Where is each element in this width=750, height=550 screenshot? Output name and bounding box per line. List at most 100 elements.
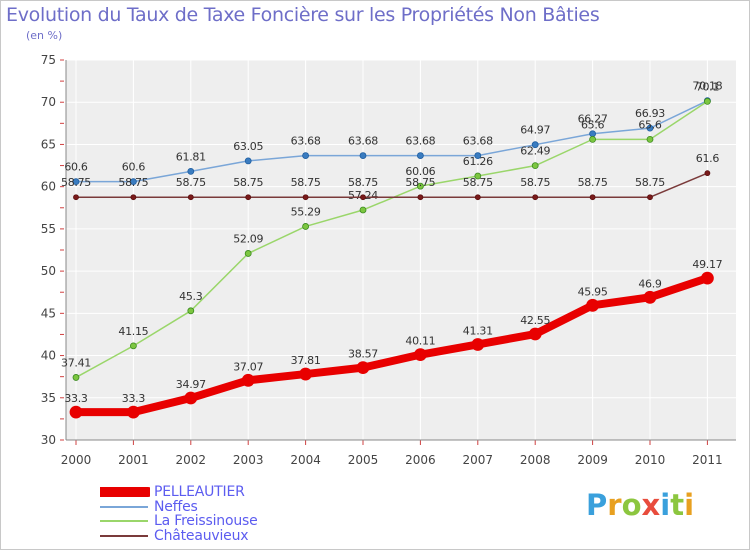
data-point-la-freissinouse-2008 bbox=[531, 162, 539, 170]
data-point-neffes-2009 bbox=[589, 130, 596, 138]
legend-swatch-chateauvieux bbox=[100, 534, 148, 537]
legend-label-chateauvieux: Châteauvieux bbox=[154, 527, 249, 544]
data-label-pelleautier-2001: 33.3 bbox=[122, 392, 146, 405]
data-point-la-freissinouse-2000 bbox=[72, 374, 80, 381]
legend-item-neffes: Neffes bbox=[100, 499, 400, 516]
data-label-chateauvieux-2000: 58.75 bbox=[61, 176, 91, 189]
plot-area bbox=[66, 60, 736, 440]
data-label-la-freissinouse-2000: 37.41 bbox=[61, 356, 91, 369]
series-line-neffes bbox=[75, 99, 709, 183]
data-point-pelleautier-2005 bbox=[356, 361, 370, 375]
data-label-chateauvieux-2006: 58.75 bbox=[405, 176, 435, 189]
x-tick-label-2009: 2009 bbox=[577, 453, 608, 467]
data-point-la-freissinouse-2005 bbox=[359, 206, 367, 214]
legend-item-chateauvieux: Châteauvieux bbox=[100, 527, 400, 545]
data-label-neffes-2008: 64.97 bbox=[520, 124, 550, 137]
data-point-pelleautier-2003 bbox=[241, 373, 255, 387]
data-point-neffes-2004 bbox=[302, 152, 310, 159]
data-label-neffes-2009: 66.27 bbox=[578, 113, 608, 126]
legend-swatch-neffes bbox=[100, 505, 148, 508]
data-label-chateauvieux-2008: 58.75 bbox=[520, 176, 550, 189]
data-label-chateauvieux-2003: 58.75 bbox=[233, 176, 263, 189]
data-point-la-freissinouse-2004 bbox=[302, 223, 310, 230]
data-point-pelleautier-2007 bbox=[471, 338, 485, 351]
data-point-neffes-2006 bbox=[416, 152, 424, 159]
data-point-chateauvieux-2005 bbox=[360, 194, 366, 201]
data-label-pelleautier-2008: 42.55 bbox=[520, 314, 550, 327]
data-label-neffes-2004: 63.68 bbox=[291, 135, 321, 148]
series-line-chateauvieux bbox=[75, 172, 709, 198]
data-label-la-freissinouse-2003: 52.09 bbox=[233, 232, 263, 245]
data-label-chateauvieux-2007: 58.75 bbox=[463, 176, 493, 189]
data-label-la-freissinouse-2006: 60.06 bbox=[405, 165, 435, 178]
data-label-la-freissinouse-2002: 45.3 bbox=[179, 290, 203, 303]
data-point-chateauvieux-2000 bbox=[73, 194, 79, 201]
data-point-chateauvieux-2006 bbox=[417, 194, 424, 201]
chart-subtitle: (en %) bbox=[26, 29, 63, 42]
data-point-pelleautier-2011 bbox=[701, 271, 714, 285]
x-tick-label-2002: 2002 bbox=[176, 453, 207, 467]
y-tick-label-70: 70 bbox=[41, 95, 56, 109]
data-point-neffes-2008 bbox=[531, 141, 539, 149]
data-label-pelleautier-2007: 41.31 bbox=[463, 324, 493, 337]
data-point-la-freissinouse-2003 bbox=[244, 250, 252, 257]
x-tick-label-2010: 2010 bbox=[635, 453, 666, 467]
data-label-chateauvieux-2005: 58.75 bbox=[348, 176, 378, 189]
data-label-neffes-2000: 60.6 bbox=[64, 161, 88, 174]
data-label-pelleautier-2004: 37.81 bbox=[291, 354, 321, 367]
data-label-chateauvieux-2001: 58.75 bbox=[118, 176, 148, 189]
data-point-neffes-2002 bbox=[187, 167, 195, 175]
legend-swatch-la-freissinouse bbox=[100, 520, 148, 522]
data-label-pelleautier-2011: 49.17 bbox=[692, 258, 722, 271]
data-label-pelleautier-2009: 45.95 bbox=[578, 285, 608, 298]
data-point-la-freissinouse-2001 bbox=[129, 342, 137, 350]
x-tick-label-2003: 2003 bbox=[233, 453, 264, 467]
data-label-pelleautier-2010: 46.9 bbox=[638, 277, 662, 290]
data-point-chateauvieux-2003 bbox=[245, 194, 252, 201]
data-label-chateauvieux-2011: 61.6 bbox=[696, 152, 720, 165]
legend: PELLEAUTIER Neffes La Freissinouse Châte… bbox=[100, 484, 400, 545]
data-label-pelleautier-2003: 37.07 bbox=[233, 360, 263, 373]
y-tick-label-65: 65 bbox=[41, 137, 56, 151]
data-point-pelleautier-2009 bbox=[586, 298, 599, 312]
data-point-pelleautier-2000 bbox=[69, 405, 83, 419]
data-label-la-freissinouse-2008: 62.49 bbox=[520, 145, 550, 158]
data-label-chateauvieux-2010: 58.75 bbox=[635, 176, 665, 189]
data-label-neffes-2003: 63.05 bbox=[233, 140, 263, 153]
y-tick-label-45: 45 bbox=[41, 306, 56, 320]
data-point-pelleautier-2002 bbox=[184, 391, 198, 405]
x-tick-label-2011: 2011 bbox=[692, 453, 723, 467]
legend-item-pelleautier: PELLEAUTIER bbox=[100, 484, 400, 501]
data-label-la-freissinouse-2001: 41.15 bbox=[118, 325, 148, 338]
x-tick-label-2001: 2001 bbox=[118, 453, 149, 467]
data-label-pelleautier-2006: 40.11 bbox=[405, 335, 435, 348]
data-label-chateauvieux-2002: 58.75 bbox=[176, 176, 206, 189]
data-point-la-freissinouse-2010 bbox=[646, 135, 654, 143]
data-label-chateauvieux-2004: 58.75 bbox=[291, 176, 321, 189]
y-tick-label-35: 35 bbox=[41, 391, 56, 405]
data-label-neffes-2001: 60.6 bbox=[122, 161, 146, 174]
data-label-la-freissinouse-2004: 55.29 bbox=[291, 205, 321, 218]
x-tick-label-2000: 2000 bbox=[61, 453, 92, 467]
data-point-neffes-2003 bbox=[244, 157, 252, 165]
series-line-la-freissinouse bbox=[75, 100, 709, 379]
data-point-chateauvieux-2002 bbox=[187, 194, 194, 201]
data-point-neffes-2001 bbox=[129, 178, 137, 186]
x-tick-label-2004: 2004 bbox=[290, 453, 321, 467]
data-point-neffes-2007 bbox=[474, 152, 482, 159]
y-tick-label-55: 55 bbox=[41, 222, 56, 236]
data-label-chateauvieux-2009: 58.75 bbox=[578, 176, 608, 189]
data-label-neffes-2007: 63.68 bbox=[463, 135, 493, 148]
data-label-la-freissinouse-2007: 61.26 bbox=[463, 155, 493, 168]
series-line-pelleautier bbox=[72, 274, 712, 417]
data-point-neffes-2010 bbox=[646, 124, 654, 132]
x-tick-label-2008: 2008 bbox=[520, 453, 551, 467]
legend-item-la-freissinouse: La Freissinouse bbox=[100, 513, 400, 530]
y-tick-label-30: 30 bbox=[41, 433, 56, 447]
data-point-neffes-2005 bbox=[359, 152, 367, 159]
data-point-chateauvieux-2004 bbox=[302, 194, 309, 201]
data-point-la-freissinouse-2006 bbox=[416, 182, 424, 190]
y-tick-label-60: 60 bbox=[41, 180, 56, 194]
chart-title: Evolution du Taux de Taxe Foncière sur l… bbox=[6, 4, 600, 26]
